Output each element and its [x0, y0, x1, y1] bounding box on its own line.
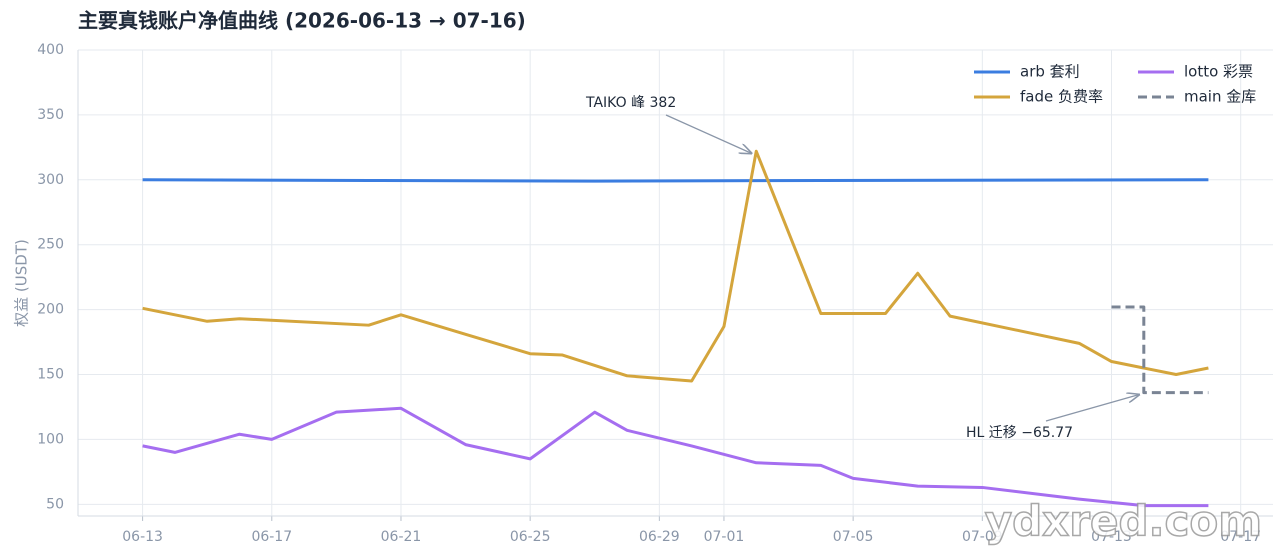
- y-tick-label: 400: [37, 42, 64, 58]
- annotation-text: HL 迁移 −65.77: [966, 425, 1073, 441]
- x-tick-label: 06-13: [122, 529, 163, 545]
- y-tick-label: 100: [37, 431, 64, 447]
- series-line: [1111, 305, 1209, 395]
- y-tick-label: 300: [37, 172, 64, 188]
- x-tick-label: 06-25: [510, 529, 551, 545]
- x-tick-label: 06-29: [639, 529, 680, 545]
- x-tick-label: 07-13: [1091, 529, 1132, 545]
- legend-label: lotto 彩票: [1184, 63, 1253, 81]
- annotation-text: TAIKO 峰 382: [585, 95, 676, 111]
- watermark: ydxred.com: [985, 497, 1262, 546]
- series-line: [142, 149, 1209, 383]
- y-tick-label: 250: [37, 237, 64, 253]
- x-tick-label: 07-05: [833, 529, 874, 545]
- chart-title: 主要真钱账户净值曲线 (2026-06-13 → 07-16): [78, 9, 526, 33]
- x-tick-label: 07-17: [1220, 529, 1261, 545]
- legend-label: arb 套利: [1020, 63, 1080, 81]
- legend-label: main 金库: [1184, 88, 1256, 106]
- series-line: [142, 406, 1209, 508]
- x-tick-label: 07-09: [962, 529, 1003, 545]
- y-tick-label: 150: [37, 367, 64, 383]
- y-axis-label: 权益 (USDT): [13, 239, 31, 327]
- x-tick-label: 07-01: [704, 529, 745, 545]
- y-tick-label: 200: [37, 302, 64, 318]
- annotation-arrow: [1045, 395, 1139, 422]
- x-tick-label: 06-17: [251, 529, 292, 545]
- annotation-arrow: [665, 114, 751, 153]
- y-tick-label: 350: [37, 107, 64, 123]
- legend-label: fade 负费率: [1020, 88, 1103, 106]
- series-line: [142, 178, 1209, 183]
- y-tick-label: 50: [46, 496, 64, 512]
- x-tick-label: 06-21: [381, 529, 422, 545]
